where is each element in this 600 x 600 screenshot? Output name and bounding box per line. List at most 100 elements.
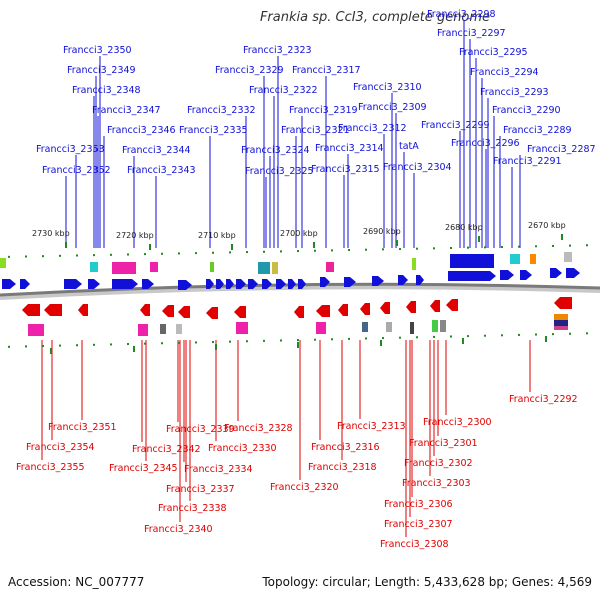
ruler-label: 2670 kbp (528, 221, 566, 230)
ruler-major-tick (133, 346, 135, 352)
ruler-major-tick (215, 344, 217, 350)
forward-gene-arrow (20, 279, 30, 289)
gene-label-forward: Francci3_2315 (311, 164, 380, 175)
gene-label-reverse: Francci3_2320 (270, 482, 339, 493)
reverse-gene-arrow (380, 302, 390, 314)
gene-label-forward: Francci3_2299 (421, 120, 490, 131)
ruler-major-tick (297, 342, 299, 348)
feature-marker (510, 254, 520, 264)
ruler-major-tick (231, 244, 233, 250)
ruler-minor-tick (144, 253, 146, 256)
forward-gene-arrow (416, 275, 424, 285)
ruler-minor-tick (93, 254, 95, 257)
reverse-gene-arrow (206, 307, 218, 319)
reverse-gene-arrow (406, 301, 416, 313)
ruler-major-tick (65, 242, 67, 248)
gene-label-reverse: Francci3_2340 (144, 524, 213, 535)
reverse-gene-arrow (338, 304, 348, 316)
reverse-gene-arrow (22, 304, 40, 316)
ruler-major-tick (396, 240, 398, 246)
ruler-minor-tick (195, 252, 197, 255)
feature-marker (432, 320, 438, 332)
ruler-minor-tick (416, 247, 418, 250)
kbp-ruler: 2730 kbp 2720 kbp 2710 kbp 2700 kbp 2690 kbp… (8, 221, 588, 354)
gene-label-forward: Francci3_2329 (215, 65, 284, 76)
reverse-gene-arrow (140, 304, 150, 316)
gene-label-forward: Francci3_2335 (179, 125, 248, 136)
ruler-minor-tick (569, 332, 571, 335)
feature-marker (440, 320, 446, 332)
ruler-minor-tick (399, 336, 401, 339)
gene-label-forward: Francci3_2347 (92, 105, 161, 116)
gene-label-forward: Francci3_2293 (480, 87, 549, 98)
ruler-minor-tick (297, 250, 299, 253)
gene-label-forward: Francci3_2332 (187, 105, 256, 116)
ruler-major-tick (478, 236, 480, 242)
gene-label-forward: tatA (399, 141, 419, 152)
forward-gene-arrow (262, 279, 272, 289)
ruler-minor-tick (314, 249, 316, 252)
reverse-gene-arrow (554, 297, 572, 309)
ruler-label: 2730 kbp (32, 229, 70, 238)
feature-marker (412, 258, 416, 270)
ruler-minor-tick (161, 342, 163, 345)
forward-gene-arrow (64, 279, 82, 289)
ruler-label: 2680 kbp (445, 223, 483, 232)
gene-labels: Francci3_2298 Francci3_2297 Francci3_2295 F… (16, 9, 596, 550)
ruler-label: 2690 kbp (363, 227, 401, 236)
forward-gene-arrow (226, 279, 234, 289)
forward-gene-arrow (320, 277, 330, 287)
gene-label-reverse: Francci3_2328 (224, 423, 293, 434)
ruler-minor-tick (450, 335, 452, 338)
connector-lines (41, 20, 531, 537)
gene-label-forward: Francci3_2298 (427, 9, 496, 20)
feature-marker (362, 322, 368, 332)
ruler-minor-tick (263, 339, 265, 342)
gene-label-reverse: Francci3_2338 (158, 503, 227, 514)
feature-marker (554, 314, 568, 320)
gene-label-reverse: Francci3_2300 (423, 417, 492, 428)
ruler-minor-tick (535, 333, 537, 336)
ruler-minor-tick (331, 249, 333, 252)
ruler-minor-tick (263, 250, 265, 253)
reverse-gene-arrow (234, 306, 246, 318)
reverse-gene-arrow (316, 305, 330, 317)
ruler-minor-tick (76, 344, 78, 347)
feature-tracks (0, 252, 580, 336)
gene-label-forward: Francci3_2309 (358, 102, 427, 113)
feature-marker (150, 262, 158, 272)
gene-label-reverse: Francci3_2330 (208, 443, 277, 454)
ruler-minor-tick (76, 254, 78, 257)
feature-marker (386, 322, 392, 332)
ruler-minor-tick (25, 255, 27, 258)
gene-label-forward: Francci3_2290 (492, 105, 561, 116)
forward-gene-arrow (520, 270, 532, 280)
forward-gene-arrow (550, 268, 562, 278)
gene-label-forward: Francci3_2304 (383, 162, 452, 173)
feature-marker (112, 262, 136, 274)
gene-label-forward: Francci3_2319 (289, 105, 358, 116)
ruler-major-tick (545, 336, 547, 342)
ruler-minor-tick (501, 245, 503, 248)
ruler-minor-tick (382, 248, 384, 251)
forward-gene-arrow (298, 279, 306, 289)
feature-marker (0, 258, 6, 268)
gene-label-reverse: Francci3_2334 (184, 464, 253, 475)
ruler-major-tick (50, 348, 52, 354)
forward-gene-arrow (142, 279, 154, 289)
gene-label-reverse: Francci3_2313 (337, 421, 406, 432)
gene-label-forward: Francci3_2324 (241, 145, 310, 156)
ruler-minor-tick (59, 344, 61, 347)
forward-gene-arrow (2, 279, 16, 289)
feature-marker (236, 322, 248, 334)
forward-gene-arrow (206, 279, 214, 289)
gene-label-forward: Francci3_2325 (245, 166, 314, 177)
ruler-minor-tick (569, 244, 571, 247)
reverse-gene-arrow (44, 304, 62, 316)
gene-label-forward: Francci3_2322 (249, 85, 318, 96)
forward-gene-arrow (216, 279, 224, 289)
gene-label-forward: Francci3_2343 (127, 165, 196, 176)
ruler-minor-tick (42, 255, 44, 258)
reverse-gene-arrow (446, 299, 458, 311)
ruler-major-tick (313, 242, 315, 248)
